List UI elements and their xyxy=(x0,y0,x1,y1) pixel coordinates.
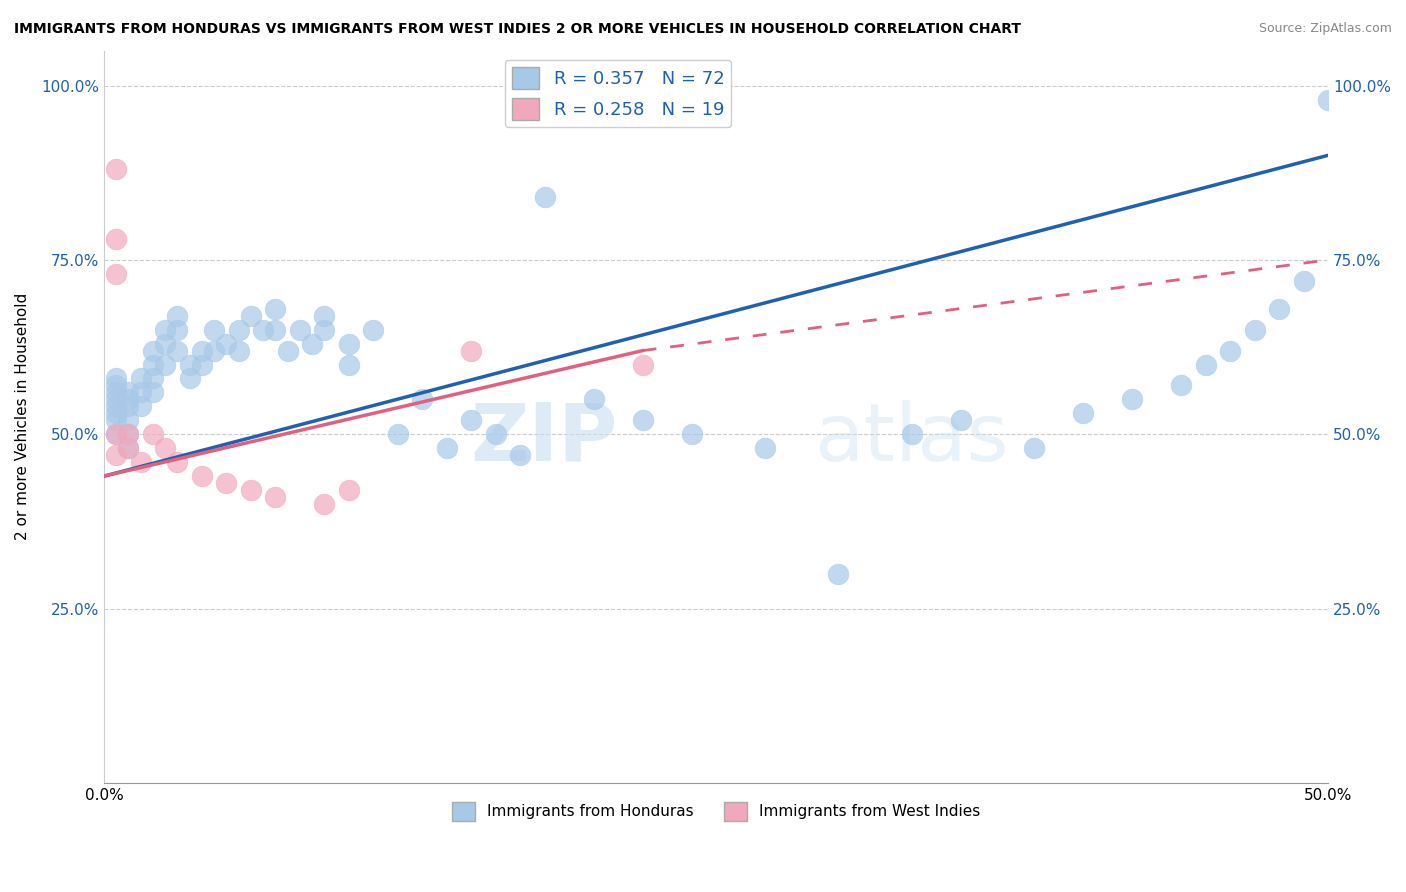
Point xyxy=(117,442,139,456)
Point xyxy=(460,413,482,427)
Point xyxy=(191,358,214,372)
Point xyxy=(129,385,152,400)
Point xyxy=(264,301,287,316)
Point xyxy=(117,427,139,442)
Point xyxy=(142,358,165,372)
Point xyxy=(105,392,128,407)
Point xyxy=(153,442,176,456)
Point xyxy=(337,483,360,497)
Point xyxy=(202,343,225,358)
Point xyxy=(117,385,139,400)
Text: atlas: atlas xyxy=(814,400,1008,478)
Point xyxy=(314,497,336,511)
Point xyxy=(228,343,250,358)
Point xyxy=(264,323,287,337)
Point xyxy=(239,483,262,497)
Point xyxy=(166,309,188,323)
Point xyxy=(153,358,176,372)
Point xyxy=(105,427,128,442)
Point xyxy=(129,371,152,385)
Point xyxy=(387,427,409,442)
Point xyxy=(228,323,250,337)
Point xyxy=(153,323,176,337)
Point xyxy=(129,455,152,469)
Point xyxy=(264,490,287,504)
Point xyxy=(1292,274,1315,288)
Point xyxy=(179,371,201,385)
Point xyxy=(411,392,433,407)
Point xyxy=(754,442,776,456)
Point xyxy=(485,427,508,442)
Text: ZIP: ZIP xyxy=(471,400,619,478)
Text: Source: ZipAtlas.com: Source: ZipAtlas.com xyxy=(1258,22,1392,36)
Point xyxy=(129,400,152,414)
Point xyxy=(827,566,849,581)
Point xyxy=(509,448,531,462)
Point xyxy=(337,336,360,351)
Point xyxy=(105,413,128,427)
Point xyxy=(166,343,188,358)
Point xyxy=(142,343,165,358)
Point xyxy=(533,190,555,204)
Point xyxy=(436,442,458,456)
Point xyxy=(1243,323,1265,337)
Point xyxy=(142,385,165,400)
Point xyxy=(105,378,128,392)
Point xyxy=(631,413,654,427)
Point xyxy=(105,385,128,400)
Point xyxy=(215,476,238,491)
Point xyxy=(1024,442,1046,456)
Point xyxy=(239,309,262,323)
Point xyxy=(215,336,238,351)
Point xyxy=(179,358,201,372)
Point xyxy=(314,309,336,323)
Point xyxy=(105,427,128,442)
Point xyxy=(1195,358,1218,372)
Point xyxy=(142,371,165,385)
Point xyxy=(191,343,214,358)
Point xyxy=(191,469,214,483)
Point xyxy=(314,323,336,337)
Point xyxy=(681,427,703,442)
Point xyxy=(631,358,654,372)
Point xyxy=(105,406,128,420)
Point xyxy=(105,371,128,385)
Point xyxy=(582,392,605,407)
Point xyxy=(166,323,188,337)
Legend: Immigrants from Honduras, Immigrants from West Indies: Immigrants from Honduras, Immigrants fro… xyxy=(446,796,987,827)
Point xyxy=(1317,93,1340,107)
Point xyxy=(460,343,482,358)
Point xyxy=(301,336,323,351)
Point xyxy=(1170,378,1192,392)
Point xyxy=(361,323,384,337)
Point xyxy=(117,392,139,407)
Y-axis label: 2 or more Vehicles in Household: 2 or more Vehicles in Household xyxy=(15,293,30,541)
Point xyxy=(105,448,128,462)
Point xyxy=(277,343,299,358)
Point xyxy=(1219,343,1241,358)
Point xyxy=(949,413,972,427)
Point xyxy=(105,162,128,177)
Text: IMMIGRANTS FROM HONDURAS VS IMMIGRANTS FROM WEST INDIES 2 OR MORE VEHICLES IN HO: IMMIGRANTS FROM HONDURAS VS IMMIGRANTS F… xyxy=(14,22,1021,37)
Point xyxy=(202,323,225,337)
Point xyxy=(901,427,924,442)
Point xyxy=(105,267,128,281)
Point xyxy=(117,427,139,442)
Point xyxy=(288,323,311,337)
Point xyxy=(1268,301,1291,316)
Point xyxy=(153,336,176,351)
Point xyxy=(1121,392,1143,407)
Point xyxy=(117,442,139,456)
Point xyxy=(337,358,360,372)
Point xyxy=(252,323,274,337)
Point xyxy=(166,455,188,469)
Point xyxy=(105,232,128,246)
Point xyxy=(1071,406,1094,420)
Point xyxy=(117,413,139,427)
Point xyxy=(117,400,139,414)
Point xyxy=(105,400,128,414)
Point xyxy=(142,427,165,442)
